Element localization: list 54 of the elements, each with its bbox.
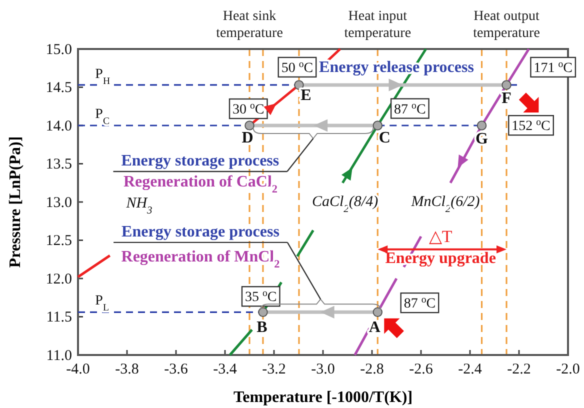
annotation: D	[242, 130, 254, 146]
annotation: Energy storage process	[122, 223, 280, 240]
point	[476, 120, 487, 130]
y-axis-title: Pressure [LnP(Pa)]	[7, 136, 24, 268]
annotation: P$_{C}$	[95, 106, 110, 126]
annotation: P$_{H}$	[95, 67, 110, 87]
annotation: P$_{L}$	[95, 294, 109, 314]
x-tick-label: -2.8	[360, 362, 384, 378]
point	[502, 80, 512, 90]
x-tick-label: -3.2	[262, 362, 286, 378]
x-tick-label: -3.6	[164, 362, 188, 378]
x-tick-label: -3.8	[115, 362, 139, 378]
y-tick-label: 15.0	[46, 42, 72, 58]
y-tick-label: 14.5	[46, 80, 72, 96]
point	[244, 120, 254, 130]
y-tick-label: 11.5	[46, 310, 72, 326]
annotation: A	[368, 319, 381, 336]
x-tick-label: -2.4	[458, 362, 482, 378]
point	[372, 307, 383, 318]
annotation: B	[256, 319, 268, 336]
x-axis-title: Temperature [-1000/T(K)]	[233, 389, 413, 406]
y-tick-label: 13.5	[46, 156, 72, 173]
annotation: 50 $^{o}$C	[281, 58, 314, 76]
annotation: 152 $^{o}$C	[512, 116, 550, 134]
annotation: 30 $^{o}$C	[232, 100, 264, 118]
y-tick-label: 12.5	[46, 233, 72, 250]
annotation: NH$_{3}$	[125, 195, 152, 216]
x-tick-label: -3.4	[213, 362, 238, 378]
ref-line-label: Heat input temperature	[344, 9, 412, 41]
ref-line-label: Heat output temperature	[473, 9, 540, 41]
y-tick-label: 14.0	[46, 118, 72, 134]
y-tick-label: 13.0	[46, 194, 72, 211]
annotation: Regeneration of MnCl$_{2}$	[121, 248, 280, 271]
x-tick-label: -4.0	[66, 362, 90, 378]
annotation: Regeneration of CaCl$_{2}$	[123, 174, 278, 196]
point	[258, 307, 268, 318]
annotation: C	[378, 130, 390, 146]
annotation: Energy storage process	[121, 152, 280, 170]
y-tick-label: 12.0	[46, 271, 72, 288]
annotation: E	[300, 86, 312, 104]
x-tick-label: -2.0	[556, 362, 580, 378]
annotation: F	[502, 90, 512, 107]
annotation: 171 $^{o}$C	[534, 58, 572, 76]
annotation: 35 $^{o}$C	[244, 288, 277, 306]
ref-line-label: Heat sink temperature	[216, 9, 283, 41]
annotation: 87 $^{o}$C	[394, 100, 426, 118]
y-tick-label: 11.0	[46, 348, 72, 364]
x-tick-label: -2.2	[507, 362, 531, 378]
x-tick-label: -3.0	[311, 362, 335, 378]
point	[372, 120, 383, 130]
annotation: 87 $^{o}$C	[404, 294, 436, 312]
annotation: △T	[428, 226, 453, 246]
x-tick-label: -2.6	[409, 362, 434, 378]
annotation: G	[476, 130, 489, 148]
